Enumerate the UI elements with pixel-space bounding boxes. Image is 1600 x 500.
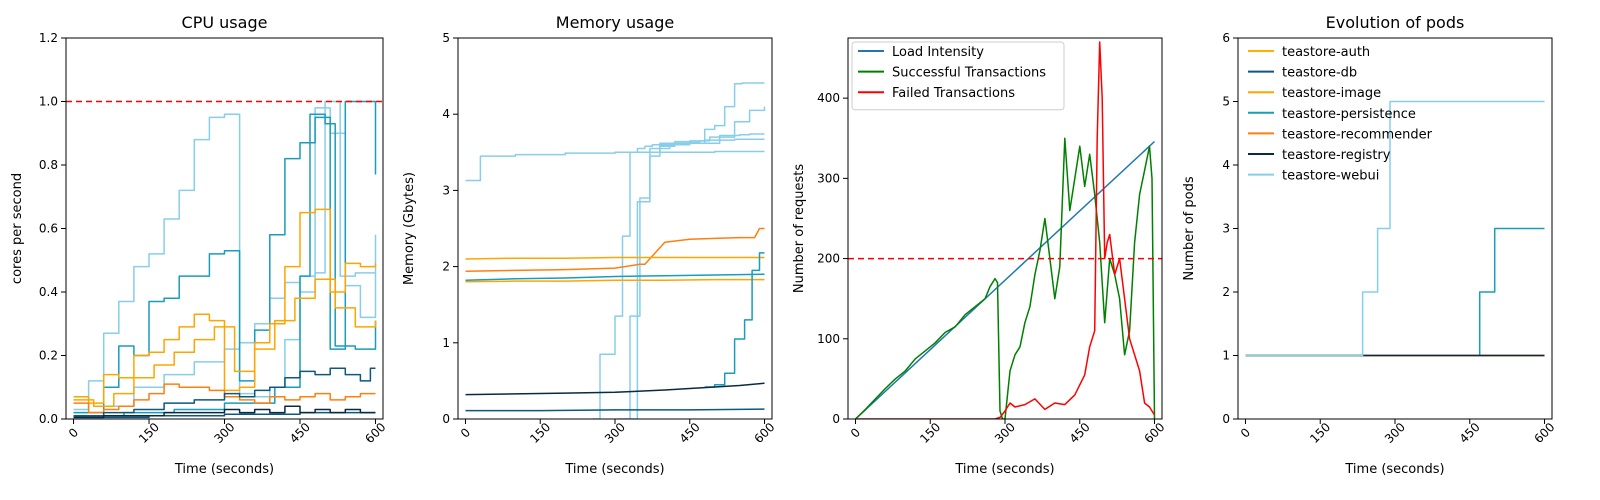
- requests-xlabel: Time (seconds): [954, 462, 1054, 477]
- memory-xtick-label: 0: [458, 425, 473, 440]
- requests-xtick-label: 450: [1067, 420, 1093, 446]
- memory-series-8: [465, 273, 765, 282]
- memory-chart: 0 150 300 450 600 0 1 2 3 4 5 Memory usage Time (sec…: [402, 13, 778, 477]
- pods-xtick-label: 0: [1238, 425, 1253, 440]
- requests-legend-box: [851, 41, 1065, 111]
- memory-series-7: [465, 278, 765, 283]
- memory-xtick-label: 300: [602, 420, 628, 446]
- cpu-ytick-label: 0.8: [39, 158, 58, 172]
- requests-legend: Load Intensity Successful Transactions Fai…: [851, 41, 1065, 111]
- pods-legend-label: teastore-db: [1282, 66, 1357, 81]
- cpu-plot-area: [73, 100, 377, 419]
- cpu-ytick-label: 0.4: [39, 285, 58, 299]
- memory-plot-area: [465, 82, 766, 419]
- cpu-series-9: [73, 405, 376, 419]
- cpu-title: CPU usage: [182, 13, 268, 32]
- pods-ytick-label: 2: [1222, 285, 1230, 299]
- cpu-ytick-label: 0.0: [39, 412, 58, 426]
- pods-xlabel: Time (seconds): [1344, 462, 1444, 477]
- cpu-ytick-label: 1.0: [39, 95, 58, 109]
- requests-xtick-label: 600: [1141, 420, 1167, 446]
- memory-series-9: [704, 252, 765, 388]
- memory-xtick-label: 600: [751, 420, 777, 446]
- memory-ylabel: Memory (Gbytes): [402, 172, 417, 285]
- cpu-xtick-label: 450: [287, 420, 313, 446]
- pods-ytick-label: 1: [1222, 349, 1230, 363]
- requests-ytick-label: 300: [817, 171, 840, 185]
- requests-xtick-label: 300: [992, 420, 1018, 446]
- requests-ylabel: Number of requests: [792, 164, 807, 293]
- pods-xtick-label: 150: [1307, 420, 1333, 446]
- requests-ytick-label: 0: [832, 412, 840, 426]
- memory-axes-frame: [457, 37, 773, 420]
- memory-series-4: [644, 106, 766, 154]
- pods-xtick-label: 300: [1382, 420, 1408, 446]
- requests-series-0: [854, 140, 1156, 419]
- memory-ytick-label: 2: [442, 260, 450, 274]
- cpu-series-0: [73, 107, 377, 411]
- memory-title: Memory usage: [556, 13, 674, 32]
- requests-plot-area: [854, 41, 1156, 419]
- requests-series-1: [854, 137, 1156, 419]
- pods-legend-label: teastore-webui: [1282, 169, 1379, 184]
- cpu-ytick-label: 0.2: [39, 349, 58, 363]
- requests-legend-label: Load Intensity: [892, 45, 984, 60]
- cpu-chart: 0 150 300 450 600 0.0 0.2 0.4 0.6 0.8 1.0 1.2 CPU us…: [10, 13, 389, 477]
- memory-ytick-label: 5: [442, 31, 450, 45]
- pods-legend-label: teastore-recommender: [1282, 127, 1433, 142]
- cpu-xlabel: Time (seconds): [174, 462, 274, 477]
- requests-ytick-label: 200: [817, 252, 840, 266]
- memory-ytick-label: 1: [442, 336, 450, 350]
- memory-series-3: [625, 82, 765, 419]
- memory-series-5: [465, 227, 765, 272]
- memory-xlabel: Time (seconds): [564, 462, 664, 477]
- pods-ylabel: Number of pods: [1182, 176, 1197, 280]
- requests-ytick-label: 400: [817, 91, 840, 105]
- pods-series-3: [1245, 227, 1545, 357]
- requests-legend-label: Failed Transactions: [892, 86, 1015, 101]
- memory-ytick-label: 0: [442, 412, 450, 426]
- pods-ytick-label: 4: [1222, 158, 1230, 172]
- cpu-series-7: [73, 367, 376, 417]
- cpu-ytick-label: 1.2: [39, 31, 58, 45]
- cpu-series-3: [73, 113, 377, 417]
- pods-chart: 0 150 300 450 600 0 1 2 3 4 5 6 Evolution of pods Tim…: [1182, 13, 1558, 477]
- memory-ytick-label: 3: [442, 183, 450, 197]
- cpu-xtick-label: 0: [66, 425, 81, 440]
- pods-xtick-label: 450: [1457, 420, 1483, 446]
- cpu-xtick-label: 600: [362, 420, 388, 446]
- pods-ytick-label: 5: [1222, 95, 1230, 109]
- pods-legend: teastore-auth teastore-db teastore-image te…: [1248, 45, 1433, 184]
- memory-series-0: [465, 150, 765, 182]
- pods-ytick-label: 6: [1222, 31, 1230, 45]
- requests-xtick-label: 150: [917, 420, 943, 446]
- pods-legend-label: teastore-auth: [1282, 45, 1370, 60]
- memory-ytick-label: 4: [442, 107, 450, 121]
- requests-legend-label: Successful Transactions: [892, 66, 1046, 81]
- memory-series-11: [465, 408, 765, 412]
- pods-plot-area: [1245, 100, 1545, 357]
- requests-chart: 0 150 300 450 600 0 100 200 300 400 Time (seconds)…: [792, 37, 1168, 477]
- cpu-ylabel: cores per second: [10, 173, 25, 284]
- pods-series-6: [1245, 100, 1545, 357]
- cpu-xtick-label: 300: [211, 420, 237, 446]
- cpu-series-5: [73, 278, 377, 408]
- pods-legend-label: teastore-image: [1282, 86, 1381, 101]
- pods-title: Evolution of pods: [1326, 13, 1465, 32]
- memory-series-10: [465, 382, 765, 396]
- pods-xtick-label: 600: [1531, 420, 1557, 446]
- pods-ytick-label: 0: [1222, 412, 1230, 426]
- requests-ytick-label: 100: [817, 332, 840, 346]
- pods-ytick-label: 3: [1222, 222, 1230, 236]
- pods-legend-label: teastore-persistence: [1282, 107, 1416, 122]
- requests-xtick-label: 0: [848, 425, 863, 440]
- cpu-xtick-label: 150: [136, 420, 162, 446]
- memory-xtick-label: 450: [677, 420, 703, 446]
- cpu-ytick-label: 0.6: [39, 222, 58, 236]
- memory-series-6: [465, 256, 765, 260]
- pods-legend-label: teastore-registry: [1282, 148, 1391, 163]
- memory-xtick-label: 150: [527, 420, 553, 446]
- requests-series-2: [855, 41, 1156, 419]
